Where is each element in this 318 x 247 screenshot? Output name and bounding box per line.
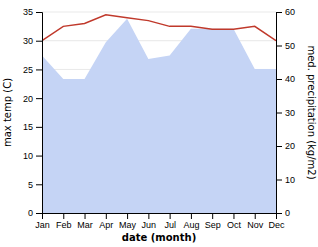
tick-mark: [276, 146, 282, 147]
tick-mark: [36, 41, 42, 42]
axis-line: [36, 13, 43, 214]
x-axis: Jan Feb Mar Apr May Jun Jul Aug Sep Oct Nov Dec: [35, 213, 285, 230]
tick: 30: [23, 36, 42, 46]
axis-line: [277, 13, 283, 214]
tick-label: Apr: [99, 220, 113, 230]
tick: Jun: [142, 213, 157, 230]
tick: 15: [23, 122, 42, 132]
tick: Jul: [164, 213, 176, 230]
tick: 35: [23, 7, 42, 17]
plot: JanFebMarAprMayJunJulAugSepOctNovDec0510…: [23, 7, 295, 230]
tick-mark: [36, 12, 42, 13]
tick-label: Dec: [268, 220, 285, 230]
grid-line: [42, 40, 276, 41]
tick-label: 20: [285, 141, 295, 151]
tick-mark: [170, 213, 171, 219]
tick-label: 0: [285, 208, 290, 218]
tick: 10: [23, 151, 42, 161]
line: [42, 15, 276, 41]
tick-mark: [36, 127, 42, 128]
tick-mark: [233, 213, 234, 219]
tick-label: Oct: [227, 220, 242, 230]
tick-label: Nov: [247, 220, 264, 230]
tick: Aug: [183, 213, 199, 230]
tick-mark: [276, 46, 282, 47]
tick: Sep: [205, 213, 221, 230]
grid-line: [42, 12, 276, 13]
tick-mark: [36, 98, 42, 99]
tick-mark: [36, 184, 42, 185]
tick-label: 10: [285, 175, 295, 185]
tick-label: 10: [23, 151, 33, 161]
y2-axis-title: med. precipitation (kg/m2): [306, 45, 317, 179]
marks: [42, 15, 276, 213]
tick-label: Aug: [183, 220, 199, 230]
tick: 40: [276, 74, 295, 84]
tick-mark: [276, 180, 282, 181]
tick-mark: [63, 213, 64, 219]
grid: [42, 12, 276, 213]
area: [42, 19, 276, 213]
tick-label: Jul: [164, 220, 176, 230]
tick-label: 15: [23, 122, 33, 132]
tick: Nov: [247, 213, 264, 230]
tick-label: Jun: [142, 220, 157, 230]
tick-label: Feb: [56, 220, 72, 230]
tick-mark: [212, 213, 213, 219]
tick: Jan: [35, 213, 50, 230]
tick-label: 40: [285, 74, 295, 84]
tick-mark: [276, 213, 282, 214]
tick: 20: [276, 141, 295, 151]
tick-mark: [276, 113, 282, 114]
tick: 50: [276, 41, 295, 51]
tick-mark: [85, 213, 86, 219]
tick-mark: [106, 213, 107, 219]
tick-mark: [36, 69, 42, 70]
tick: Oct: [227, 213, 242, 230]
tick-label: 0: [28, 208, 33, 218]
tick-label: Mar: [77, 220, 93, 230]
axis-line: [43, 214, 277, 220]
tick: Mar: [77, 213, 93, 230]
tick-mark: [276, 79, 282, 80]
y2-axis: 0 10 20 30 40 50 60: [276, 7, 295, 218]
tick-mark: [36, 156, 42, 157]
tick-label: 5: [28, 180, 33, 190]
y-axis: 0 5 10 15 20 25 30 35: [23, 7, 43, 218]
tick: 0: [28, 208, 42, 218]
tick: 60: [276, 7, 295, 17]
tick-label: Sep: [205, 220, 221, 230]
tick-mark: [191, 213, 192, 219]
chart: JanFebMarAprMayJunJulAugSepOctNovDec0510…: [0, 0, 318, 247]
tick-mark: [36, 213, 42, 214]
tick-mark: [255, 213, 256, 219]
tick-mark: [276, 12, 282, 13]
tick: 5: [28, 180, 42, 190]
tick-mark: [127, 213, 128, 219]
tick: 30: [276, 108, 295, 118]
tick: Apr: [99, 213, 113, 230]
tick-label: May: [119, 220, 137, 230]
tick-label: 25: [23, 65, 33, 75]
tick-label: 35: [23, 7, 33, 17]
tick-label: 20: [23, 94, 33, 104]
tick-label: 30: [285, 108, 295, 118]
tick-mark: [148, 213, 149, 219]
tick: May: [119, 213, 137, 230]
tick-label: Jan: [35, 220, 50, 230]
tick: Dec: [268, 213, 285, 230]
y-axis-title: max temp (C): [2, 78, 13, 147]
tick: 25: [23, 65, 42, 75]
x-axis-title: date (month): [122, 232, 196, 243]
tick: Feb: [56, 213, 72, 230]
tick: 0: [276, 208, 290, 218]
tick-label: 50: [285, 41, 295, 51]
tick-label: 30: [23, 36, 33, 46]
tick-label: 60: [285, 7, 295, 17]
tick: 20: [23, 94, 42, 104]
tick: 10: [276, 175, 295, 185]
